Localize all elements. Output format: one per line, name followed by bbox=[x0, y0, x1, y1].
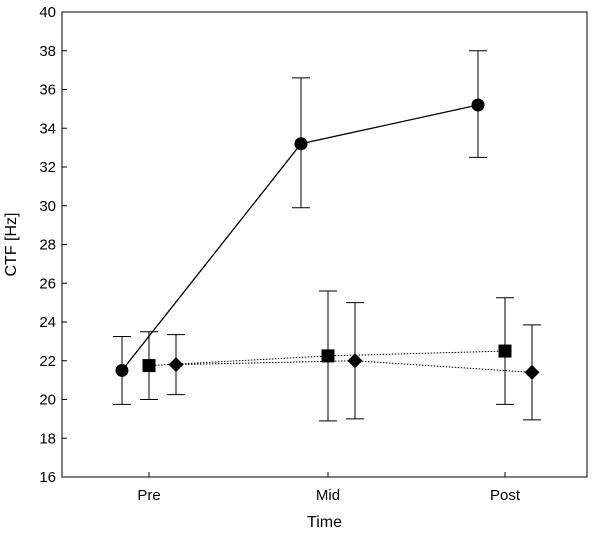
y-axis-ticks: 16 18 20 22 24 26 28 30 32 34 36 38 40 bbox=[39, 4, 67, 486]
series-line bbox=[148, 350, 506, 367]
y-tick-label: 40 bbox=[39, 4, 56, 21]
x-axis-title: Time bbox=[307, 514, 342, 531]
y-tick-label: 34 bbox=[39, 120, 56, 137]
y-tick-label: 28 bbox=[39, 237, 56, 254]
x-tick-label: Mid bbox=[316, 487, 340, 504]
y-tick-label: 30 bbox=[39, 198, 56, 215]
data-point-square bbox=[142, 359, 156, 373]
series-diamond bbox=[167, 302, 541, 421]
x-tick-label: Post bbox=[490, 487, 521, 504]
y-tick-label: 22 bbox=[39, 353, 56, 370]
y-tick-label: 18 bbox=[39, 430, 56, 447]
series-circle bbox=[113, 50, 487, 405]
data-point-square bbox=[498, 344, 512, 358]
y-tick-label: 16 bbox=[39, 469, 56, 486]
x-axis-ticks: Pre Mid Post bbox=[137, 472, 521, 504]
y-tick-label: 32 bbox=[39, 159, 56, 176]
series-layer bbox=[113, 50, 541, 422]
data-point-diamond bbox=[168, 357, 184, 373]
data-point-circle bbox=[294, 137, 308, 151]
y-tick-label: 36 bbox=[39, 82, 56, 99]
y-tick-label: 20 bbox=[39, 392, 56, 409]
data-point-square bbox=[321, 349, 335, 363]
data-point-diamond bbox=[524, 364, 540, 380]
data-point-circle bbox=[115, 363, 129, 377]
y-axis-title: CTF [Hz] bbox=[3, 213, 20, 277]
data-point-circle bbox=[471, 98, 485, 112]
y-tick-label: 38 bbox=[39, 43, 56, 60]
data-point-diamond bbox=[347, 353, 363, 369]
y-tick-label: 24 bbox=[39, 314, 56, 331]
series-line bbox=[175, 360, 533, 373]
x-tick-label: Pre bbox=[137, 487, 160, 504]
series-square bbox=[140, 290, 514, 422]
plot-frame bbox=[61, 11, 588, 478]
y-tick-label: 26 bbox=[39, 275, 56, 292]
